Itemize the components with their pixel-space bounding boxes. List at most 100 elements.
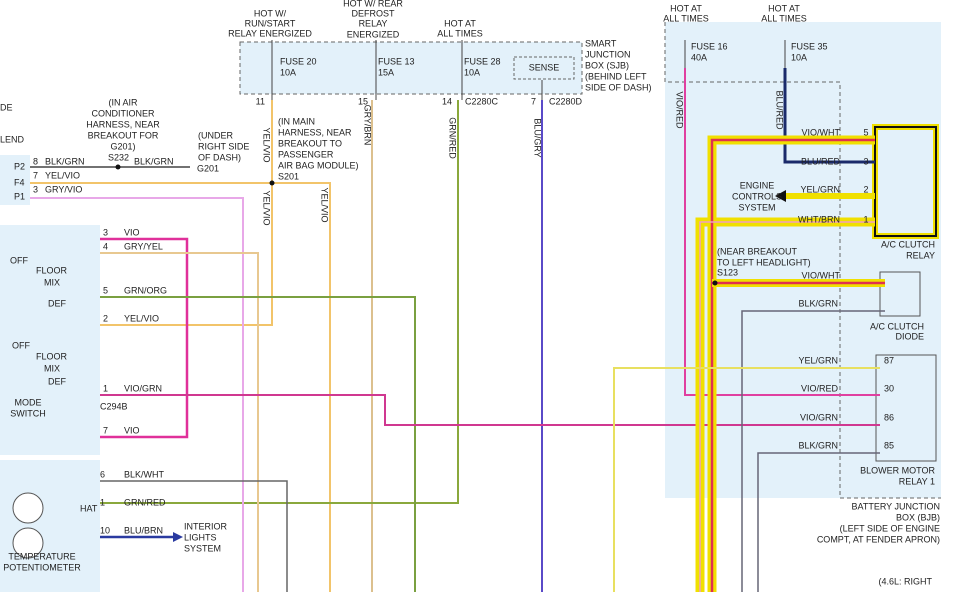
label: 87 xyxy=(884,355,894,365)
mode-switch-panel xyxy=(0,225,100,455)
label: 1 xyxy=(863,214,868,224)
label: VIO/WHT xyxy=(802,127,841,137)
label: VIO/RED xyxy=(801,383,839,393)
wire xyxy=(100,237,189,439)
label: 1 xyxy=(100,497,105,507)
wire xyxy=(757,452,880,592)
label: VIO/GRN xyxy=(800,412,838,422)
ac-relay-highlight xyxy=(872,124,939,239)
label: SYSTEM xyxy=(184,543,221,553)
label: 7 xyxy=(103,425,108,435)
label: 6 xyxy=(100,469,105,479)
label: CONDITIONER xyxy=(92,108,156,118)
label: FUSE 20 xyxy=(280,56,317,66)
wire xyxy=(100,100,459,504)
label: CONTROLS xyxy=(732,191,782,201)
label: 1 xyxy=(103,383,108,393)
label: 4 xyxy=(103,241,108,251)
label: RIGHT SIDE xyxy=(198,141,249,151)
label: (NEAR BREAKOUT xyxy=(717,246,798,256)
label: A/C CLUTCH xyxy=(881,239,935,249)
splice-dot xyxy=(269,180,275,186)
label: 11 xyxy=(256,96,265,106)
label: 7 xyxy=(33,170,38,180)
label: VIO/RED xyxy=(675,91,685,129)
label: (IN MAIN xyxy=(278,116,315,126)
label: 10A xyxy=(464,67,480,77)
label: VIO xyxy=(124,425,140,435)
blend-panel xyxy=(0,155,30,205)
wire xyxy=(100,183,273,326)
label: DE xyxy=(0,102,13,112)
label: G201 xyxy=(197,163,219,173)
label: OF DASH) xyxy=(198,152,241,162)
label: C2280C xyxy=(465,96,499,106)
label: HARNESS, NEAR xyxy=(278,127,352,137)
label: YEL/GRN xyxy=(798,355,838,365)
label: ENGINE xyxy=(740,180,775,190)
label: 30 xyxy=(884,383,894,393)
wire xyxy=(272,182,331,592)
label: GRN/RED xyxy=(124,497,166,507)
splice-dot xyxy=(712,280,718,286)
label: YEL/GRN xyxy=(800,184,840,194)
label: 2 xyxy=(103,313,108,323)
label: BLU/BRN xyxy=(124,525,163,535)
potentiometer-panel xyxy=(0,460,100,592)
label: 86 xyxy=(884,412,894,422)
label: S232 xyxy=(108,152,129,162)
label: COMPT, AT FENDER APRON) xyxy=(817,534,940,544)
label: BOX (SJB) xyxy=(585,60,629,70)
label: FUSE 28 xyxy=(464,56,501,66)
ac-relay-box xyxy=(874,126,937,237)
label: BATTERY JUNCTION xyxy=(851,501,940,511)
label: BLK/GRN xyxy=(134,156,174,166)
label: YEL/VIO xyxy=(124,313,159,323)
label: HOT AT xyxy=(670,3,702,13)
wire xyxy=(741,310,885,592)
label: 15 xyxy=(358,96,368,106)
label: YEL/VIO xyxy=(262,190,272,225)
label: RELAY xyxy=(359,18,388,28)
label: ALL TIMES xyxy=(761,13,807,23)
label: GRY/YEL xyxy=(124,241,163,251)
label: YEL/VIO xyxy=(45,170,80,180)
label: RUN/START xyxy=(245,18,296,28)
label: DEF xyxy=(48,376,67,386)
sjb-box xyxy=(239,41,583,95)
label: VIO xyxy=(124,227,140,237)
label: S201 xyxy=(278,171,299,181)
label: S123 xyxy=(717,267,738,277)
label: P2 xyxy=(14,161,25,171)
label: 85 xyxy=(884,440,894,450)
label: INTERIOR xyxy=(184,521,228,531)
label: BLU/RED xyxy=(801,156,841,166)
bjb-outline xyxy=(664,22,941,499)
label: PASSENGER xyxy=(278,149,334,159)
label: G201) xyxy=(110,141,135,151)
label: ENERGIZED xyxy=(347,29,400,39)
label: 5 xyxy=(103,285,108,295)
label: ALL TIMES xyxy=(663,13,709,23)
label: FUSE 13 xyxy=(378,56,415,66)
label: VIO/GRN xyxy=(124,383,162,393)
label: 10A xyxy=(791,52,807,62)
label: HOT W/ REAR xyxy=(343,0,403,8)
label: YEL/VIO xyxy=(320,187,330,222)
wire xyxy=(100,296,416,592)
label: BLU/RED xyxy=(775,90,785,130)
label: FLOOR xyxy=(36,265,68,275)
label: FLOOR xyxy=(36,351,68,361)
wire xyxy=(710,138,875,592)
label: GRY/BRN xyxy=(363,105,373,146)
label: 14 xyxy=(442,96,452,106)
label: ALL TIMES xyxy=(437,28,483,38)
label: HAT xyxy=(80,503,98,513)
label: (LEFT SIDE OF ENGINE xyxy=(840,523,940,533)
label: 3 xyxy=(103,227,108,237)
label: GRY/VIO xyxy=(45,184,82,194)
label: BREAKOUT FOR xyxy=(88,130,159,140)
label: 10 xyxy=(100,525,110,535)
diode-box xyxy=(879,271,921,317)
label: RELAY xyxy=(906,250,935,260)
